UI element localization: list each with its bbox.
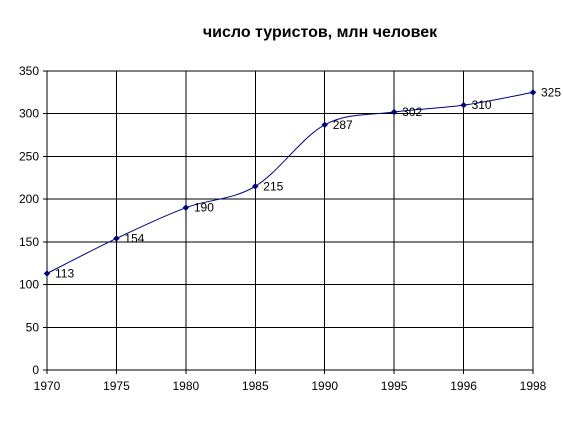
data-label: 310	[472, 98, 492, 112]
y-tick-label: 300	[19, 107, 39, 121]
x-tick-label: 1975	[103, 379, 130, 393]
data-label: 302	[402, 105, 422, 119]
data-point-marker	[251, 182, 259, 190]
x-tick-label: 1990	[311, 379, 338, 393]
y-tick-label: 100	[19, 278, 39, 292]
chart-title: число туристов, млн человек	[203, 24, 438, 41]
data-label: 190	[194, 201, 214, 215]
x-tick-label: 1980	[173, 379, 200, 393]
data-label: 154	[124, 231, 144, 245]
axis-layer: 0 50 100 150 200 250 300 350 1970 1975 1980 1985 199…	[19, 64, 547, 393]
x-tick-label: 1985	[242, 379, 269, 393]
y-tick-label: 200	[19, 192, 39, 206]
data-point-marker	[182, 204, 190, 212]
series-line	[46, 91, 534, 274]
grid-layer	[46, 70, 534, 371]
y-tick-label: 350	[19, 64, 39, 78]
data-point-marker	[113, 235, 120, 242]
data-point-marker	[390, 108, 398, 116]
y-tick-label: 50	[26, 320, 40, 334]
data-point-marker	[460, 101, 467, 109]
data-point-marker	[529, 89, 537, 96]
data-point-marker	[43, 270, 51, 277]
x-tick-label: 1998	[520, 379, 547, 393]
label-layer: 113 154 190 215 287 302 310 325	[55, 85, 561, 280]
x-tick-label: 1996	[450, 379, 477, 393]
series-layer	[43, 89, 537, 277]
y-tick-label: 250	[19, 149, 39, 163]
x-tick-label: 1995	[381, 379, 408, 393]
x-tick-label: 1970	[34, 379, 61, 393]
y-tick-label: 0	[32, 363, 39, 377]
y-tick-label: 150	[19, 235, 39, 249]
data-label: 287	[333, 118, 353, 132]
data-label: 113	[55, 266, 74, 280]
data-label: 215	[263, 179, 283, 193]
data-label: 325	[541, 85, 561, 99]
data-point-marker	[321, 121, 329, 129]
